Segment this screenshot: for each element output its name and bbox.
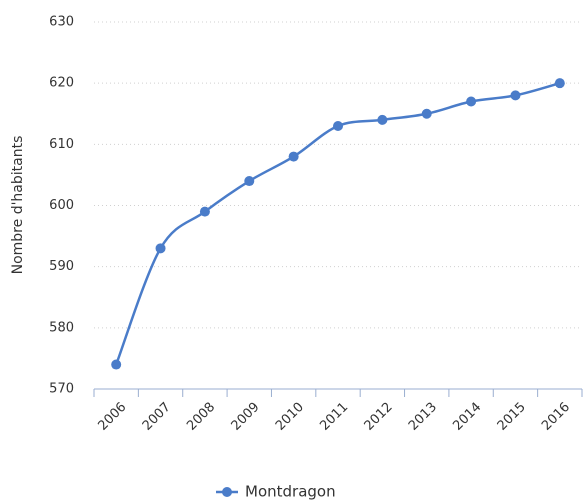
- y-tick-label: 600: [49, 198, 74, 213]
- data-point: [377, 114, 388, 125]
- x-tick-label: 2011: [317, 400, 351, 434]
- series-line: [115, 81, 561, 365]
- data-point: [244, 176, 255, 187]
- x-tick-label: 2009: [229, 400, 263, 434]
- x-tick-label: 2015: [495, 400, 529, 434]
- x-tick-label: 2013: [406, 400, 440, 434]
- x-tick-label: 2007: [140, 400, 174, 434]
- x-tick-label: 2016: [539, 400, 573, 434]
- x-tick-label: 2012: [362, 400, 396, 434]
- y-tick-label: 620: [49, 76, 74, 91]
- data-point: [155, 243, 166, 254]
- y-axis-label: Nombre d'habitants: [10, 136, 26, 275]
- legend-label: Montdragon: [245, 483, 336, 501]
- x-tick-label: 2006: [95, 400, 129, 434]
- data-point: [554, 78, 565, 89]
- data-point: [199, 206, 210, 217]
- data-point: [421, 108, 432, 119]
- legend-marker: [222, 487, 232, 497]
- y-tick-label: 590: [49, 259, 74, 274]
- data-point: [333, 120, 343, 131]
- y-tick-label: 570: [49, 382, 74, 397]
- data-point: [466, 96, 477, 107]
- x-tick-label: 2010: [273, 400, 307, 434]
- legend-item: Montdragon: [216, 483, 336, 501]
- x-tick-label: 2008: [184, 400, 218, 434]
- y-tick-label: 630: [49, 15, 74, 30]
- y-tick-label: 610: [49, 137, 74, 152]
- data-point: [288, 151, 299, 162]
- x-tick-label: 2014: [450, 400, 484, 434]
- data-point: [510, 90, 521, 101]
- y-tick-label: 580: [49, 320, 74, 335]
- data-point: [111, 359, 122, 370]
